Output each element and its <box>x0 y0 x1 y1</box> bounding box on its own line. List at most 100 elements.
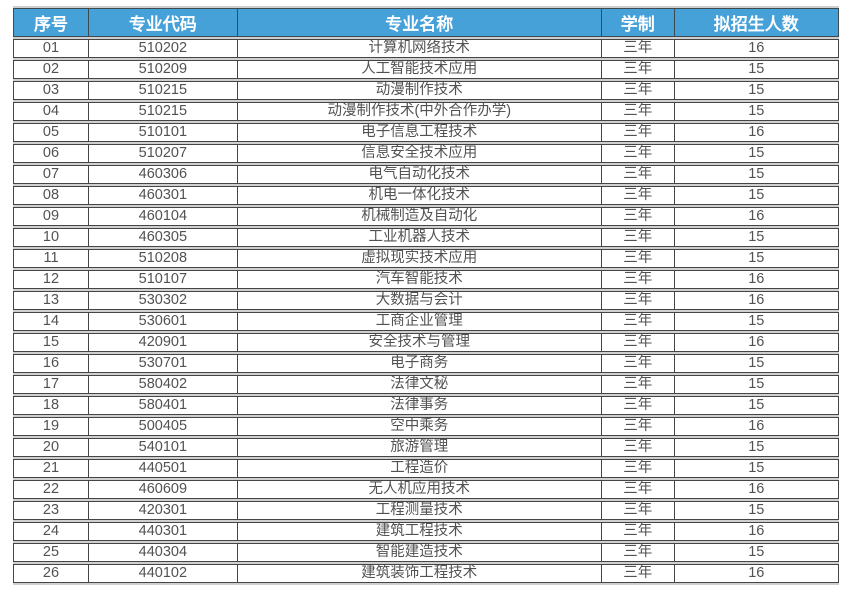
cell-planned-enrollment: 15 <box>674 249 839 268</box>
cell-major-code: 510209 <box>88 60 238 79</box>
cell-major-name: 虚拟现实技术应用 <box>237 249 602 268</box>
cell-serial-number: 19 <box>13 417 89 436</box>
cell-duration: 三年 <box>601 123 675 142</box>
cell-planned-enrollment: 16 <box>674 291 839 310</box>
table-row: 17 580402 法律文秘 三年 15 <box>13 375 839 394</box>
cell-major-code: 420301 <box>88 501 238 520</box>
cell-serial-number: 16 <box>13 354 89 373</box>
cell-major-name: 建筑装饰工程技术 <box>237 564 602 583</box>
cell-major-code: 580402 <box>88 375 238 394</box>
table-row: 08 460301 机电一体化技术 三年 15 <box>13 186 839 205</box>
cell-major-code: 420901 <box>88 333 238 352</box>
cell-serial-number: 18 <box>13 396 89 415</box>
cell-planned-enrollment: 16 <box>674 564 839 583</box>
cell-duration: 三年 <box>601 480 675 499</box>
cell-serial-number: 01 <box>13 39 89 58</box>
cell-major-name: 动漫制作技术 <box>237 81 602 100</box>
cell-serial-number: 05 <box>13 123 89 142</box>
cell-serial-number: 21 <box>13 459 89 478</box>
table-row: 15 420901 安全技术与管理 三年 16 <box>13 333 839 352</box>
table-row: 23 420301 工程测量技术 三年 15 <box>13 501 839 520</box>
cell-major-code: 460609 <box>88 480 238 499</box>
cell-planned-enrollment: 16 <box>674 333 839 352</box>
cell-major-name: 机械制造及自动化 <box>237 207 602 226</box>
cell-planned-enrollment: 15 <box>674 459 839 478</box>
cell-duration: 三年 <box>601 207 675 226</box>
cell-major-code: 540101 <box>88 438 238 457</box>
cell-planned-enrollment: 15 <box>674 228 839 247</box>
cell-serial-number: 13 <box>13 291 89 310</box>
cell-duration: 三年 <box>601 165 675 184</box>
cell-major-code: 530601 <box>88 312 238 331</box>
header-row: 序号 专业代码 专业名称 学制 拟招生人数 <box>13 8 839 37</box>
cell-duration: 三年 <box>601 564 675 583</box>
cell-planned-enrollment: 16 <box>674 480 839 499</box>
cell-serial-number: 08 <box>13 186 89 205</box>
cell-serial-number: 09 <box>13 207 89 226</box>
cell-major-name: 安全技术与管理 <box>237 333 602 352</box>
cell-duration: 三年 <box>601 270 675 289</box>
table-row: 12 510107 汽车智能技术 三年 16 <box>13 270 839 289</box>
cell-major-name: 大数据与会计 <box>237 291 602 310</box>
table-row: 13 530302 大数据与会计 三年 16 <box>13 291 839 310</box>
header-cell-planned-enrollment: 拟招生人数 <box>674 8 839 37</box>
table-row: 19 500405 空中乘务 三年 16 <box>13 417 839 436</box>
table-row: 03 510215 动漫制作技术 三年 15 <box>13 81 839 100</box>
cell-major-code: 530701 <box>88 354 238 373</box>
cell-duration: 三年 <box>601 249 675 268</box>
cell-planned-enrollment: 15 <box>674 543 839 562</box>
cell-major-code: 440102 <box>88 564 238 583</box>
cell-planned-enrollment: 15 <box>674 354 839 373</box>
cell-serial-number: 23 <box>13 501 89 520</box>
table-row: 06 510207 信息安全技术应用 三年 15 <box>13 144 839 163</box>
cell-serial-number: 15 <box>13 333 89 352</box>
cell-duration: 三年 <box>601 522 675 541</box>
header-cell-serial-number: 序号 <box>13 8 89 37</box>
cell-serial-number: 25 <box>13 543 89 562</box>
cell-major-name: 汽车智能技术 <box>237 270 602 289</box>
table-row: 09 460104 机械制造及自动化 三年 16 <box>13 207 839 226</box>
cell-major-name: 旅游管理 <box>237 438 602 457</box>
cell-planned-enrollment: 15 <box>674 144 839 163</box>
cell-serial-number: 11 <box>13 249 89 268</box>
cell-major-code: 530302 <box>88 291 238 310</box>
cell-serial-number: 26 <box>13 564 89 583</box>
cell-duration: 三年 <box>601 333 675 352</box>
cell-major-code: 510101 <box>88 123 238 142</box>
cell-major-name: 智能建造技术 <box>237 543 602 562</box>
cell-serial-number: 07 <box>13 165 89 184</box>
cell-planned-enrollment: 16 <box>674 123 839 142</box>
header-cell-major-code: 专业代码 <box>88 8 238 37</box>
cell-major-name: 空中乘务 <box>237 417 602 436</box>
table-row: 25 440304 智能建造技术 三年 15 <box>13 543 839 562</box>
cell-major-name: 电气自动化技术 <box>237 165 602 184</box>
cell-major-code: 510202 <box>88 39 238 58</box>
cell-planned-enrollment: 15 <box>674 60 839 79</box>
cell-planned-enrollment: 15 <box>674 102 839 121</box>
cell-planned-enrollment: 15 <box>674 81 839 100</box>
cell-duration: 三年 <box>601 228 675 247</box>
table-row: 10 460305 工业机器人技术 三年 15 <box>13 228 839 247</box>
cell-major-code: 510208 <box>88 249 238 268</box>
cell-major-name: 建筑工程技术 <box>237 522 602 541</box>
cell-major-name: 电子信息工程技术 <box>237 123 602 142</box>
cell-planned-enrollment: 16 <box>674 417 839 436</box>
table-row: 21 440501 工程造价 三年 15 <box>13 459 839 478</box>
cell-duration: 三年 <box>601 144 675 163</box>
cell-serial-number: 03 <box>13 81 89 100</box>
cell-duration: 三年 <box>601 354 675 373</box>
cell-serial-number: 17 <box>13 375 89 394</box>
cell-major-code: 510215 <box>88 102 238 121</box>
cell-duration: 三年 <box>601 39 675 58</box>
cell-major-name: 人工智能技术应用 <box>237 60 602 79</box>
cell-duration: 三年 <box>601 81 675 100</box>
cell-major-code: 440301 <box>88 522 238 541</box>
cell-planned-enrollment: 15 <box>674 312 839 331</box>
table-row: 22 460609 无人机应用技术 三年 16 <box>13 480 839 499</box>
cell-duration: 三年 <box>601 60 675 79</box>
cell-planned-enrollment: 15 <box>674 501 839 520</box>
cell-major-code: 510215 <box>88 81 238 100</box>
cell-serial-number: 20 <box>13 438 89 457</box>
cell-planned-enrollment: 16 <box>674 39 839 58</box>
